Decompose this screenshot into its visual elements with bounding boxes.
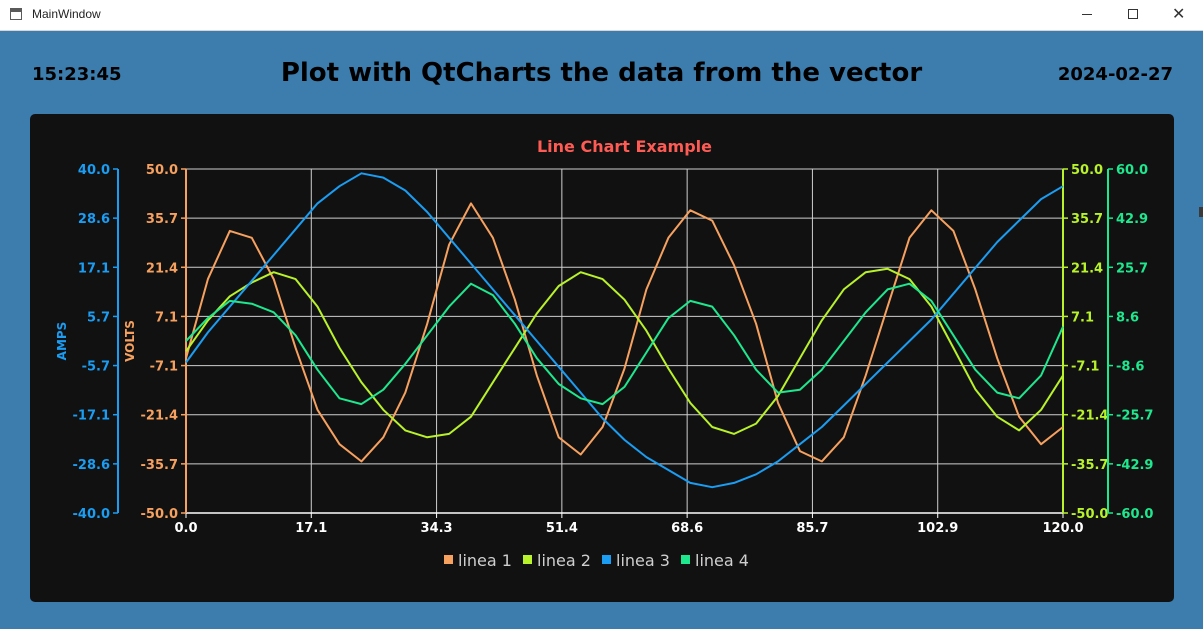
volts-tick-label: 7.1: [155, 310, 178, 325]
x-tick-label: 85.7: [796, 521, 828, 536]
y3-tick-label: -50.0: [1071, 507, 1108, 522]
y4-tick-label: 25.7: [1116, 261, 1148, 276]
current-date: 2024-02-27: [1057, 64, 1173, 85]
y4-tick-label: 60.0: [1116, 163, 1148, 178]
chart-title: Line Chart Example: [537, 137, 712, 156]
x-tick-label: 120.0: [1042, 521, 1083, 536]
volts-tick-label: -7.1: [150, 360, 178, 375]
series-line-1: [185, 202, 1064, 463]
y4-tick-label: 42.9: [1116, 212, 1148, 227]
volts-tick-label: 21.4: [146, 261, 178, 276]
legend-marker: [523, 555, 532, 564]
legend-marker: [444, 555, 453, 564]
maximize-button[interactable]: [1110, 0, 1156, 30]
amps-tick-label: -40.0: [73, 507, 110, 522]
series-line-3: [185, 172, 1064, 489]
x-tick-label: 68.6: [671, 521, 703, 536]
legend-label: linea 1: [458, 551, 512, 570]
volts-tick-label: -50.0: [141, 507, 178, 522]
window-title: MainWindow: [32, 7, 101, 21]
close-icon: ✕: [1172, 4, 1186, 23]
y4-tick-label: 8.6: [1116, 310, 1139, 325]
amps-tick-label: 28.6: [78, 212, 110, 227]
y3-tick-label: -7.1: [1071, 360, 1099, 375]
volts-tick-label: -21.4: [141, 409, 178, 424]
legend-marker: [681, 555, 690, 564]
amps-tick-label: 17.1: [78, 261, 110, 276]
x-tick-label: 17.1: [295, 521, 327, 536]
app-window-icon: [10, 8, 22, 20]
y4-tick-label: -60.0: [1116, 507, 1153, 522]
window-titlebar: MainWindow ✕: [0, 0, 1203, 31]
y3-tick-label: -35.7: [1071, 458, 1108, 473]
chart-panel: [30, 114, 1174, 602]
volts-tick-label: 50.0: [146, 163, 178, 178]
series-line-2: [185, 267, 1064, 439]
y4-tick-label: -8.6: [1116, 360, 1144, 375]
legend-label: linea 2: [537, 551, 591, 570]
legend-label: linea 4: [695, 551, 749, 570]
amps-axis-title: AMPS: [55, 322, 69, 361]
volts-tick-label: -35.7: [141, 458, 178, 473]
x-tick-label: 102.9: [917, 521, 958, 536]
y3-tick-label: 35.7: [1071, 212, 1103, 227]
clock-time: 15:23:45: [32, 64, 122, 85]
x-tick-label: 34.3: [421, 521, 453, 536]
x-tick-label: 0.0: [174, 521, 197, 536]
minimize-icon: [1082, 14, 1092, 15]
y3-tick-label: 7.1: [1071, 310, 1094, 325]
y4-tick-label: -42.9: [1116, 458, 1153, 473]
volts-tick-label: 35.7: [146, 212, 178, 227]
x-tick-label: 51.4: [546, 521, 578, 536]
y3-tick-label: -21.4: [1071, 409, 1108, 424]
maximize-icon: [1128, 9, 1138, 19]
amps-tick-label: 5.7: [87, 310, 110, 325]
minimize-button[interactable]: [1064, 0, 1110, 30]
y4-tick-label: -25.7: [1116, 409, 1153, 424]
volts-axis-title: VOLTS: [123, 320, 137, 362]
window-edge-handle: [1199, 207, 1203, 217]
series-line-4: [185, 282, 1064, 406]
page-title: Plot with QtCharts the data from the vec…: [280, 58, 923, 88]
legend-marker: [602, 555, 611, 564]
close-button[interactable]: ✕: [1156, 0, 1202, 30]
y3-tick-label: 50.0: [1071, 163, 1103, 178]
amps-tick-label: 40.0: [78, 163, 110, 178]
amps-tick-label: -17.1: [73, 409, 110, 424]
y3-tick-label: 21.4: [1071, 261, 1103, 276]
amps-tick-label: -5.7: [82, 360, 110, 375]
amps-tick-label: -28.6: [73, 458, 110, 473]
legend-label: linea 3: [616, 551, 670, 570]
